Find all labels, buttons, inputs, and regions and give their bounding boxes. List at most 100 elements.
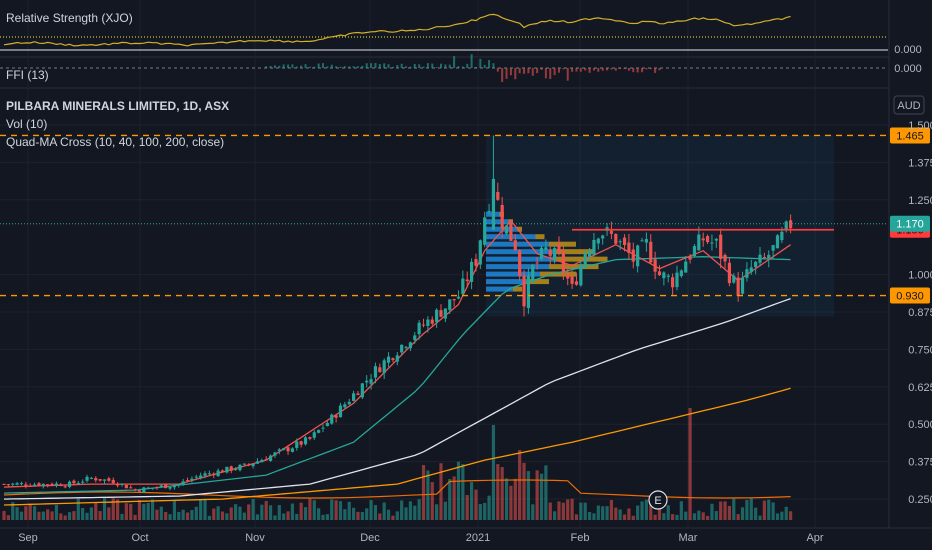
candle-body <box>46 484 50 486</box>
level-price-badge[interactable] <box>890 127 930 144</box>
candle-body <box>229 466 233 471</box>
volume-bar <box>347 501 351 520</box>
candle-body <box>142 487 146 493</box>
volume-bar <box>570 498 574 520</box>
volume-bar <box>408 501 413 520</box>
x-tick-label: Oct <box>131 532 148 544</box>
candle-body <box>94 478 98 481</box>
ffi-bar <box>457 66 460 68</box>
ffi-bar <box>562 68 565 70</box>
ffi-bar <box>527 68 530 74</box>
ffi-bar <box>291 64 294 68</box>
candle-body <box>500 204 504 229</box>
y-tick-label: 1.500 <box>908 120 932 132</box>
candle-body <box>102 479 107 481</box>
ffi-bar <box>571 68 574 72</box>
last-price-label: 1.170 <box>896 219 924 231</box>
volume-bar <box>72 511 76 520</box>
candle-body <box>216 470 220 477</box>
volume-profile-range <box>486 135 834 317</box>
currency-badge[interactable] <box>893 95 925 115</box>
volume-bar <box>317 508 321 520</box>
candle-body <box>299 441 303 445</box>
candle-body <box>212 473 216 476</box>
candle-body <box>754 261 758 268</box>
volume-bar <box>290 503 295 520</box>
candle-body <box>382 360 386 373</box>
candle-body <box>352 393 356 401</box>
volume-bar <box>277 505 281 520</box>
volume-bar <box>137 500 142 520</box>
candle-body <box>155 487 159 489</box>
candle-body <box>312 432 316 438</box>
candle-body <box>535 262 539 264</box>
volume-bar <box>382 502 386 520</box>
candle-body <box>177 483 181 486</box>
volume-bar <box>365 508 369 520</box>
candle-body <box>295 441 299 448</box>
level-price-badge[interactable] <box>890 287 930 304</box>
candle-body <box>653 259 657 272</box>
candle-body <box>59 484 63 487</box>
candle-body <box>504 225 509 234</box>
volume-bar <box>89 507 93 520</box>
volume-bar <box>474 489 478 520</box>
candle-body <box>592 239 596 255</box>
candle-body <box>740 277 745 294</box>
candle-body <box>24 484 28 486</box>
volume-bar <box>456 461 461 520</box>
earnings-marker[interactable] <box>648 490 668 510</box>
candle-body <box>622 237 627 246</box>
volume-profile-down <box>553 249 594 255</box>
ffi-bar <box>335 66 338 68</box>
ffi-bar <box>413 63 416 68</box>
ffi-bar <box>540 68 543 70</box>
volume-bar <box>596 505 600 520</box>
ffi-bar <box>632 68 635 73</box>
volume-bar <box>260 504 264 520</box>
ffi-bar <box>308 66 311 68</box>
volume-bar <box>2 510 6 520</box>
candle-body <box>32 484 37 486</box>
volume-bar <box>732 498 736 520</box>
volume-bar <box>386 509 391 520</box>
volume-profile-up <box>486 219 509 225</box>
symbol-title[interactable]: PILBARA MINERALS LIMITED, 1D, ASX <box>6 99 230 113</box>
volume-bar <box>714 511 718 520</box>
candle-body <box>242 463 246 465</box>
volume-bar <box>225 513 229 520</box>
volume-indicator-label[interactable]: Vol (10) <box>6 117 48 131</box>
earnings-marker-label: E <box>654 495 661 507</box>
ffi-bar <box>265 66 268 68</box>
candle-body <box>426 319 430 326</box>
volume-bar <box>15 507 19 520</box>
volume-bar <box>107 507 111 520</box>
volume-bar <box>268 505 273 520</box>
ffi-bar <box>588 68 591 73</box>
candle-body <box>513 240 517 251</box>
candle-body <box>719 234 723 259</box>
ffi-bar <box>496 68 499 72</box>
ffi-bar <box>566 68 569 81</box>
volume-profile-up <box>486 241 549 247</box>
last-price-badge[interactable] <box>890 215 930 232</box>
candle-body <box>684 261 688 273</box>
candle-body <box>234 469 238 471</box>
candle-body <box>644 239 648 243</box>
volume-bar <box>509 485 513 520</box>
volume-bar <box>622 514 627 520</box>
volume-bar <box>295 513 299 520</box>
rs-label[interactable]: Relative Strength (XJO) <box>6 11 133 25</box>
y-tick-label: 0.250 <box>908 494 932 506</box>
volume-bar <box>352 507 356 520</box>
x-tick-label: Mar <box>679 532 698 544</box>
volume-bar <box>238 506 242 520</box>
ffi-label[interactable]: FFI (13) <box>6 68 49 82</box>
volume-bar <box>54 504 59 520</box>
volume-bar <box>212 508 216 520</box>
ffi-bar <box>370 63 373 68</box>
ffi-bar <box>339 66 342 68</box>
quad-ma-indicator-label[interactable]: Quad-MA Cross (10, 40, 100, 200, close) <box>6 135 225 149</box>
candle-body <box>255 461 260 464</box>
